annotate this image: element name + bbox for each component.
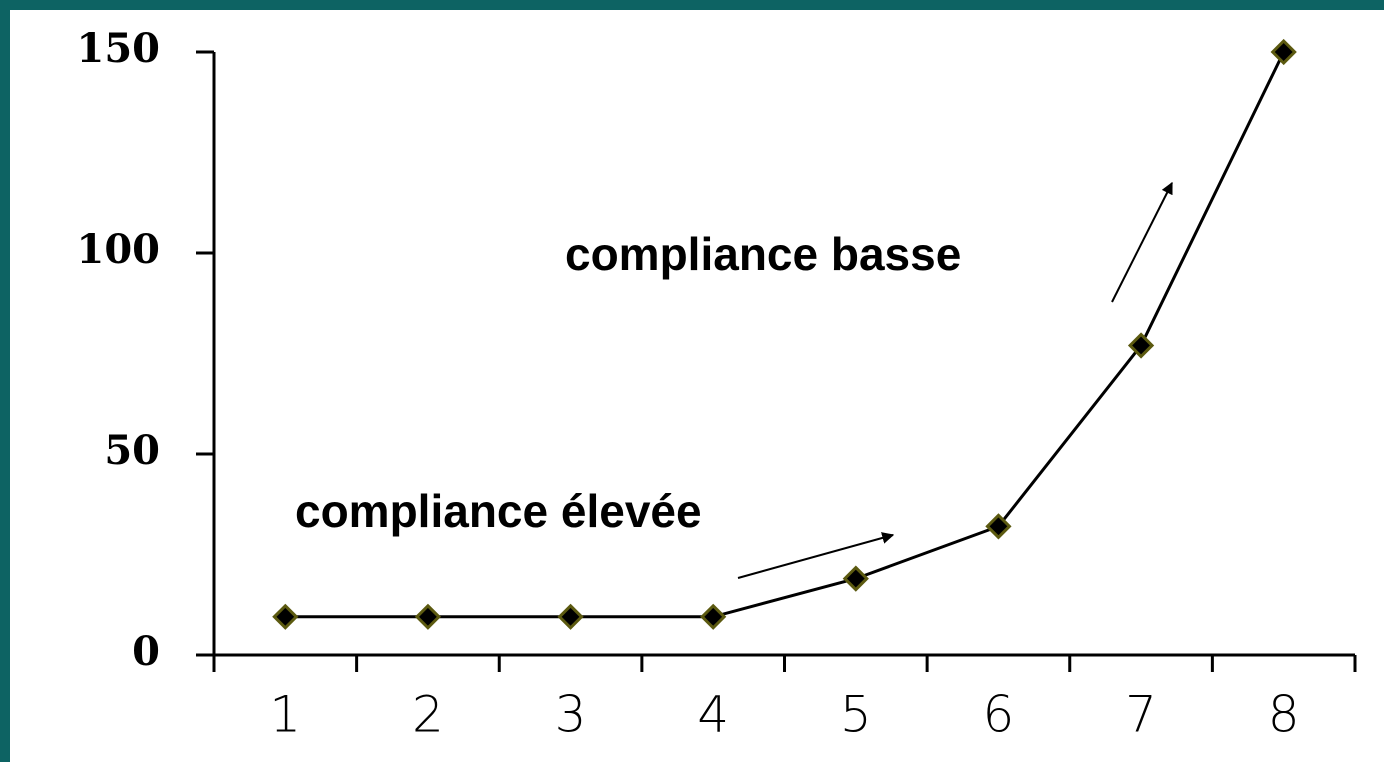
y-tick-label: 50	[104, 427, 160, 474]
x-tick-label: 7	[1125, 686, 1157, 744]
annotation-arrow	[737, 532, 895, 579]
x-tick-label: 6	[983, 686, 1015, 744]
x-tick-label: 8	[1268, 686, 1300, 744]
x-tick-label: 5	[840, 686, 872, 744]
marker	[414, 603, 442, 630]
x-tick-label: 1	[269, 686, 301, 744]
series-line	[285, 51, 1286, 619]
x-tick-label: 4	[697, 686, 729, 744]
x-tick-label: 2	[412, 686, 444, 744]
y-tick-label: 150	[77, 25, 161, 72]
annotation: compliance basse	[565, 228, 961, 280]
marker	[1127, 332, 1155, 359]
y-tick-label: 100	[77, 226, 161, 273]
y-tick-label: 0	[132, 628, 160, 675]
marker	[557, 603, 584, 630]
annotation: compliance élevée	[295, 485, 702, 537]
marker	[700, 603, 727, 630]
marker	[985, 513, 1012, 540]
marker	[272, 603, 299, 630]
marker	[1270, 38, 1297, 66]
x-tick-label: 3	[555, 686, 587, 744]
plot-background	[10, 10, 1384, 762]
marker	[842, 565, 869, 592]
annotation-arrow	[1111, 181, 1173, 303]
